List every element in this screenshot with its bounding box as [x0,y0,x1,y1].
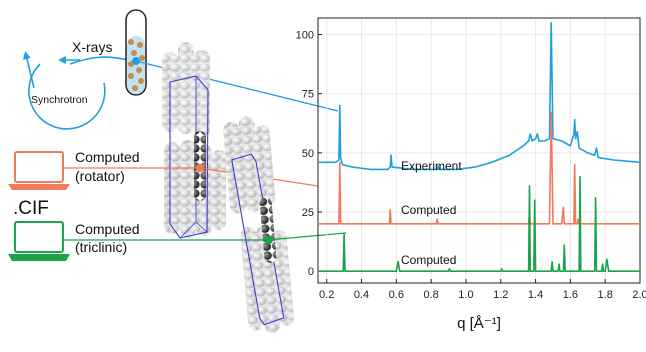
x-tick-label: 1.2 [493,289,508,301]
x-tick-label: 2.0 [632,289,646,301]
synchrotron-label: Synchrotron [31,94,88,106]
x-tick-label: 1.4 [528,289,543,301]
cif-label: .CIF [13,198,49,219]
series-line-1 [318,111,640,225]
series-line-2 [318,175,640,272]
y-tick-label: 0 [308,266,314,278]
rotator-structure [162,42,226,239]
series-label-2: Computed [401,253,456,267]
y-tick-label: 75 [302,89,314,101]
x-tick-label: 0.2 [319,289,334,301]
xrd-plot: 0 25 50 75 100 0.2 0.4 0.6 0.8 1.0 1.2 1.4 1.6 1.8 2.… [296,17,646,332]
triclinic-connector [266,232,347,241]
computed-rotator-label: Computed [75,149,140,165]
y-tick-labels: 0 25 50 75 100 [296,30,314,279]
plot-grid [318,18,641,283]
series-labels: Experiment Computed Computed [401,159,462,267]
sample-tube-icon [125,9,147,96]
computed-triclinic-label: Computed [75,221,140,237]
xrays-label: X-rays [72,39,112,55]
x-tick-label: 0.4 [354,289,369,301]
series-line-0 [318,21,641,171]
synchrotron-arrow-icon [23,51,35,89]
plot-frame [317,17,641,284]
x-tick-label: 0.8 [423,289,438,301]
x-tick-label: 1.6 [563,289,578,301]
series-label-0: Experiment [401,159,462,173]
x-tick-label: 0.6 [389,289,404,301]
y-tick-label: 25 [302,207,314,219]
laptop-rotator-icon [8,151,70,190]
triclinic-sublabel: (triclinic) [75,239,127,255]
series-label-1: Computed [401,203,456,217]
y-tick-label: 100 [296,30,314,42]
x-tick-label: 1.0 [458,289,473,301]
rotator-sublabel: (rotator) [75,168,125,184]
plot-lines [318,21,641,272]
triclinic-structure [223,116,294,333]
x-tick-label: 1.8 [598,289,613,301]
x-tick-labels: 0.2 0.4 0.6 0.8 1.0 1.2 1.4 1.6 1.8 2.0 [319,289,646,301]
synchrotron-ring [23,51,129,130]
laptop-triclinic-icon [8,221,70,261]
y-tick-label: 50 [302,148,314,160]
x-axis-label: q [Å⁻¹] [457,315,501,332]
